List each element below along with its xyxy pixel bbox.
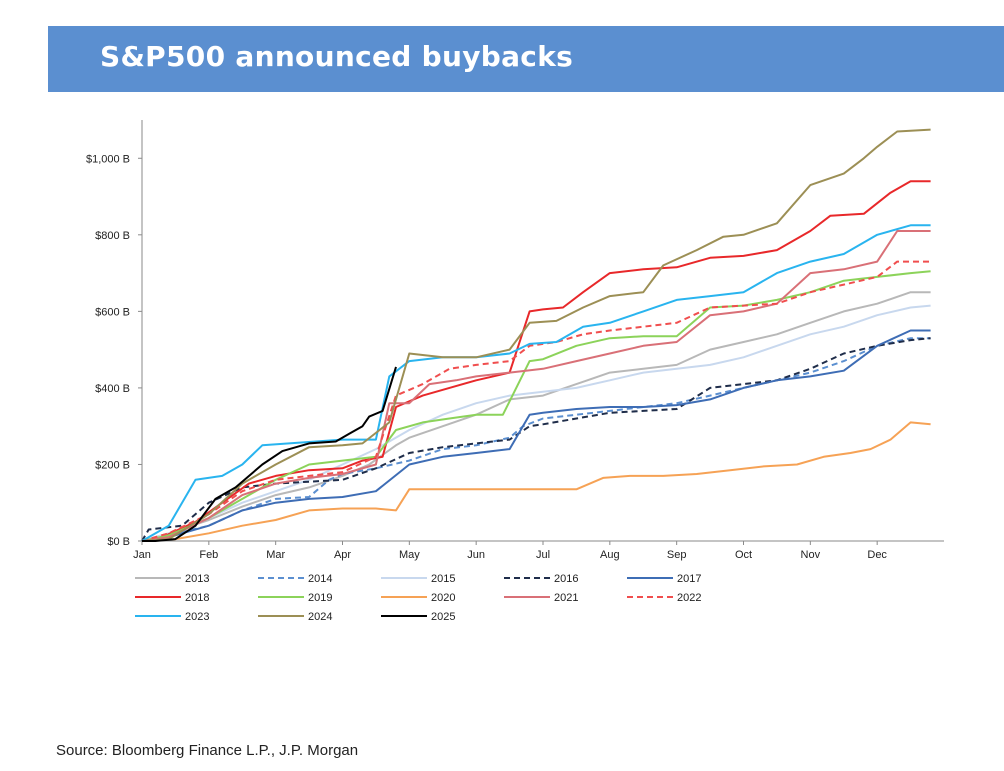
legend-label-2016: 2016: [554, 573, 578, 585]
legend-label-2025: 2025: [431, 611, 455, 623]
legend-label-2019: 2019: [308, 592, 332, 604]
line-chart: $0 B $200 B $400 B $600 B $800 B $1,000 B Jan F…: [86, 120, 944, 623]
y-tick-label: $400 B: [95, 383, 130, 395]
x-tick-label: May: [399, 549, 420, 561]
x-tick-label: Nov: [801, 549, 821, 561]
series-line-2013: [141, 291, 931, 542]
source-note: Source: Bloomberg Finance L.P., J.P. Mor…: [56, 742, 359, 759]
legend-label-2021: 2021: [554, 592, 578, 604]
legend-label-2018: 2018: [185, 592, 209, 604]
series-line-2016: [141, 337, 931, 542]
series-line-2022: [141, 260, 931, 542]
x-tick-label: Feb: [199, 549, 218, 561]
series-line-2020: [141, 421, 931, 542]
x-tick-label: Jul: [536, 549, 550, 561]
series-line-2015: [141, 304, 931, 542]
chart-title: S&P500 announced buybacks: [100, 40, 574, 73]
series-line-2017: [141, 329, 931, 542]
x-tick-label: Apr: [334, 549, 351, 561]
x-tick-label: Mar: [266, 549, 285, 561]
legend-label-2023: 2023: [185, 611, 209, 623]
y-tick-label: $200 B: [95, 459, 130, 471]
y-tick-label: $1,000 B: [86, 153, 130, 165]
series-line-2018: [141, 180, 931, 542]
series-line-2021: [141, 230, 931, 542]
legend-label-2022: 2022: [677, 592, 701, 604]
legend-label-2013: 2013: [185, 573, 209, 585]
series-line-2019: [141, 270, 931, 542]
legend-label-2014: 2014: [308, 573, 332, 585]
series-line-2025: [142, 366, 397, 542]
legend-label-2017: 2017: [677, 573, 701, 585]
legend-label-2015: 2015: [431, 573, 455, 585]
x-tick-label: Jan: [133, 549, 151, 561]
y-tick-label: $600 B: [95, 306, 130, 318]
legend-label-2020: 2020: [431, 592, 455, 604]
x-tick-label: Dec: [867, 549, 887, 561]
series-line-2024: [141, 128, 931, 542]
x-tick-label: Oct: [735, 549, 752, 561]
x-tick-label: Sep: [667, 549, 687, 561]
series-line-2023: [141, 224, 931, 542]
legend-label-2024: 2024: [308, 611, 332, 623]
title-banner: S&P500 announced buybacks: [48, 26, 1004, 92]
x-tick-label: Jun: [467, 549, 485, 561]
y-tick-label: $0 B: [107, 536, 130, 548]
x-tick-label: Aug: [600, 549, 620, 561]
y-tick-label: $800 B: [95, 230, 130, 242]
